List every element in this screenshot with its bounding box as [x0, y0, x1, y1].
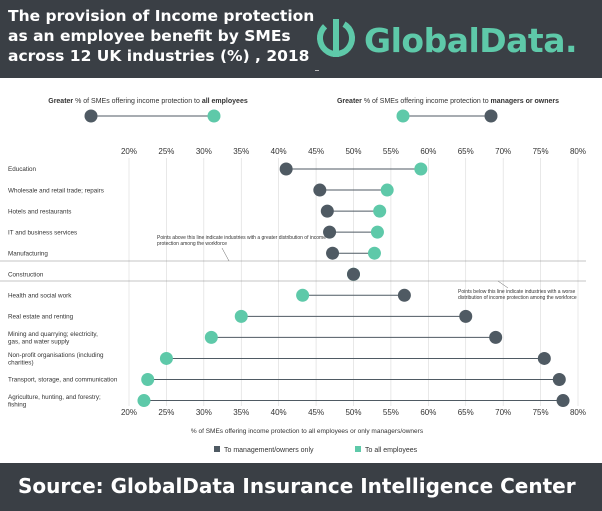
- annotation-above: Points above this line indicate industri…: [157, 235, 326, 247]
- employees-dot-1: [380, 183, 394, 197]
- employees-dot-11: [137, 394, 151, 408]
- category-label-8: Mining and quarrying; electricity, gas, a…: [8, 331, 98, 346]
- category-labels: Education Wholesale and retail trade; rep…: [8, 166, 118, 408]
- annotation-above-pointer: [221, 247, 230, 262]
- globaldata-logo: GlobalData.: [314, 12, 578, 68]
- legend-management-swatch: [214, 446, 220, 452]
- employees-dot-2: [373, 204, 387, 218]
- x-tick-bottom-10: 70%: [495, 408, 511, 417]
- x-tick-bottom-5: 45%: [308, 408, 324, 417]
- annotation-below-pointer: [497, 280, 509, 289]
- x-tick-top-8: 60%: [420, 147, 436, 156]
- x-tick-top-0: 20%: [121, 147, 137, 156]
- legend-employees-swatch: [355, 446, 361, 452]
- x-tick-top-9: 65%: [458, 147, 474, 156]
- management-dot-2: [320, 204, 334, 218]
- x-tick-bottom-9: 65%: [458, 408, 474, 417]
- dumbbell-marks: [137, 162, 570, 408]
- employees-dot-4: [367, 246, 381, 260]
- management-dot-3: [323, 225, 337, 239]
- management-dot-8: [489, 330, 503, 344]
- logo-text: GlobalData.: [364, 20, 578, 60]
- x-tick-top-12: 80%: [570, 147, 586, 156]
- x-tick-bottom-2: 30%: [196, 408, 212, 417]
- x-tick-top-7: 55%: [383, 147, 399, 156]
- employees-dot-6: [296, 288, 310, 302]
- employees-dot-0: [414, 162, 428, 176]
- legend-right-management-dot: [484, 109, 498, 123]
- management-dot-0: [279, 162, 293, 176]
- x-tick-bottom-0: 20%: [121, 408, 137, 417]
- category-label-7: Real estate and renting: [8, 314, 74, 321]
- x-ticks-bottom: 20% 25% 30% 35% 40% 45% 50% 55% 60% 65% 70% 75% 80%: [121, 408, 586, 417]
- footer-banner: Source: GlobalData Insurance Intelligenc…: [0, 463, 602, 511]
- x-tick-bottom-11: 75%: [533, 408, 549, 417]
- header-banner: The provision of Income protection as an…: [0, 0, 602, 78]
- x-tick-bottom-12: 80%: [570, 408, 586, 417]
- globaldata-logo-icon: [317, 19, 355, 57]
- legend-left-management-dot: [84, 109, 98, 123]
- x-axis-label: % of SMEs offering income protection to …: [191, 428, 424, 435]
- category-label-0: Education: [8, 166, 37, 173]
- category-label-6: Health and social work: [8, 293, 72, 300]
- x-tick-bottom-8: 60%: [420, 408, 436, 417]
- chart-title: The provision of Income protection as an…: [8, 7, 315, 65]
- x-tick-bottom-7: 55%: [383, 408, 399, 417]
- x-tick-top-4: 40%: [271, 147, 287, 156]
- x-tick-top-2: 30%: [196, 147, 212, 156]
- x-tick-top-1: 25%: [158, 147, 174, 156]
- category-label-2: Hotels and restaurants: [8, 208, 71, 215]
- annotations: Points above this line indicate industri…: [0, 235, 586, 301]
- category-label-5: Construction: [8, 271, 44, 278]
- category-label-4: Manufacturing: [8, 250, 48, 257]
- category-label-10: Transport, storage, and communication: [8, 377, 118, 384]
- x-tick-bottom-6: 50%: [345, 408, 361, 417]
- employees-dot-10: [141, 373, 155, 386]
- legend-right-employees-dot: [396, 109, 410, 123]
- header-divider: [315, 70, 319, 71]
- management-dot-9: [537, 351, 551, 365]
- management-dot-6: [397, 288, 411, 302]
- dumbbell-chart: Greater % of SMEs offering income protec…: [0, 98, 586, 454]
- category-label-1: Wholesale and retail trade; repairs: [8, 187, 104, 194]
- x-ticks-top: 20% 25% 30% 35% 40% 45% 50% 55% 60% 65% 70% 75% 80%: [121, 147, 586, 156]
- legend-management-label: To management/owners only: [224, 447, 314, 454]
- employees-dot-7: [234, 309, 248, 323]
- management-dot-7: [459, 309, 473, 323]
- category-label-9: Non-profit organisations (including chari…: [8, 352, 104, 367]
- management-dot-5: [347, 267, 360, 281]
- legend-all-employees-greater: Greater % of SMEs offering income protec…: [48, 98, 248, 105]
- bottom-legend: To management/owners only To all employe…: [214, 446, 418, 454]
- x-tick-bottom-4: 40%: [271, 408, 287, 417]
- grid: [128, 158, 579, 406]
- x-tick-bottom-1: 25%: [158, 408, 174, 417]
- x-tick-top-6: 50%: [345, 147, 361, 156]
- employees-dot-9: [159, 351, 173, 365]
- management-dot-10: [552, 373, 566, 386]
- annotation-below: Points below this line indicate industri…: [458, 289, 577, 301]
- management-dot-4: [326, 246, 340, 260]
- x-tick-top-5: 45%: [308, 147, 324, 156]
- source-text: Source: GlobalData Insurance Intelligenc…: [18, 474, 576, 498]
- legend-management-greater: Greater % of SMEs offering income protec…: [337, 98, 559, 105]
- management-dot-1: [313, 183, 327, 197]
- x-tick-top-3: 35%: [233, 147, 249, 156]
- legend-employees-label: To all employees: [365, 447, 418, 454]
- legend-left-employees-dot: [207, 109, 221, 123]
- management-dot-11: [556, 394, 570, 408]
- top-legend: Greater % of SMEs offering income protec…: [48, 98, 559, 123]
- category-label-11: Agriculture, hunting, and forestry; fishi…: [8, 394, 101, 409]
- category-label-3: IT and business services: [8, 229, 77, 236]
- employees-dot-8: [204, 330, 218, 344]
- employees-dot-3: [370, 225, 384, 239]
- x-tick-top-11: 75%: [533, 147, 549, 156]
- x-tick-top-10: 70%: [495, 147, 511, 156]
- x-tick-bottom-3: 35%: [233, 408, 249, 417]
- chart-area: Greater % of SMEs offering income protec…: [0, 78, 602, 463]
